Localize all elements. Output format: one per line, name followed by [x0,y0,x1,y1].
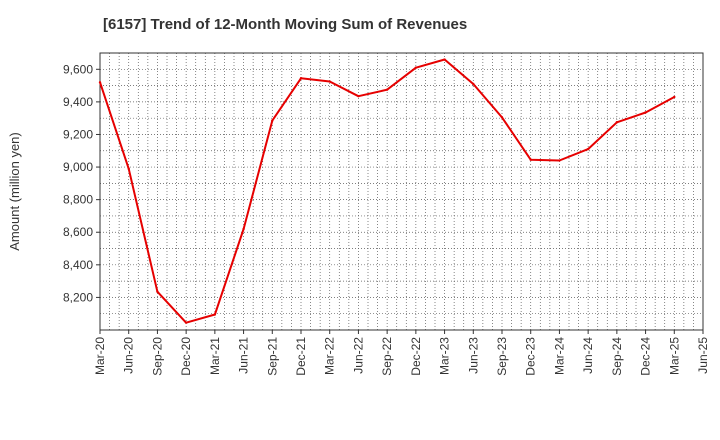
x-tick-label: Sep-23 [495,337,509,376]
data-point [98,81,102,84]
data-point [443,58,446,61]
y-axis-label: Amount (million yen) [7,132,22,251]
chart-title: [6157] Trend of 12-Month Moving Sum of R… [103,16,468,33]
data-point [586,147,590,151]
y-axis-ticks: 8,200 8,400 8,600 8,800 9,000 9,200 9,400 9,600 [63,62,100,304]
y-tick-label: 8,200 [63,290,93,304]
data-point [299,77,303,80]
data-point [529,158,532,161]
x-tick-label: Sep-21 [265,337,279,376]
data-point [673,95,676,99]
data-point [500,116,504,119]
x-tick-label: Dec-21 [294,337,308,376]
y-tick-label: 9,200 [63,127,93,141]
x-tick-label: Mar-20 [93,337,107,375]
x-tick-label: Dec-22 [409,337,423,376]
y-tick-label: 8,400 [63,258,93,272]
x-tick-label: Dec-24 [639,337,653,376]
x-tick-label: Mar-25 [667,337,681,375]
data-point [615,121,619,124]
data-point [472,82,475,86]
x-tick-label: Jun-22 [351,337,365,374]
x-axis-ticks: Mar-20 Jun-20 Sep-20 Dec-20 Mar-21 Jun-21 Sep-… [93,330,710,376]
x-tick-label: Sep-24 [610,337,624,376]
data-point [271,119,274,122]
plot-border [99,52,704,331]
data-point [184,321,188,324]
data-point [328,80,331,83]
y-tick-label: 9,000 [63,160,93,174]
data-point [156,290,159,293]
y-tick-label: 9,400 [63,95,93,109]
x-tick-label: Mar-21 [208,337,222,375]
x-tick-label: Jun-20 [122,337,136,374]
x-tick-label: Jun-21 [237,337,251,374]
y-tick-label: 8,600 [63,225,93,239]
data-point [127,167,130,170]
data-point [213,313,217,316]
x-tick-label: Mar-22 [323,337,337,375]
x-tick-label: Mar-23 [438,337,452,375]
plot-area [100,53,703,330]
x-tick-label: Sep-20 [150,337,164,376]
series-layer [98,58,676,324]
x-tick-label: Dec-20 [179,337,193,376]
x-tick-label: Jun-25 [696,337,710,374]
y-tick-label: 9,600 [63,62,93,76]
data-point [414,66,418,69]
data-point [357,94,360,98]
data-point [242,227,245,231]
data-point [644,111,647,114]
x-tick-label: Jun-24 [581,337,595,374]
x-tick-label: Sep-22 [380,337,394,376]
x-tick-label: Jun-23 [466,337,480,374]
data-point [558,159,561,162]
x-tick-label: Dec-23 [524,337,538,376]
grid-lines [100,53,703,330]
y-tick-label: 8,800 [63,193,93,207]
x-tick-label: Mar-24 [552,337,566,375]
data-point [385,88,389,91]
